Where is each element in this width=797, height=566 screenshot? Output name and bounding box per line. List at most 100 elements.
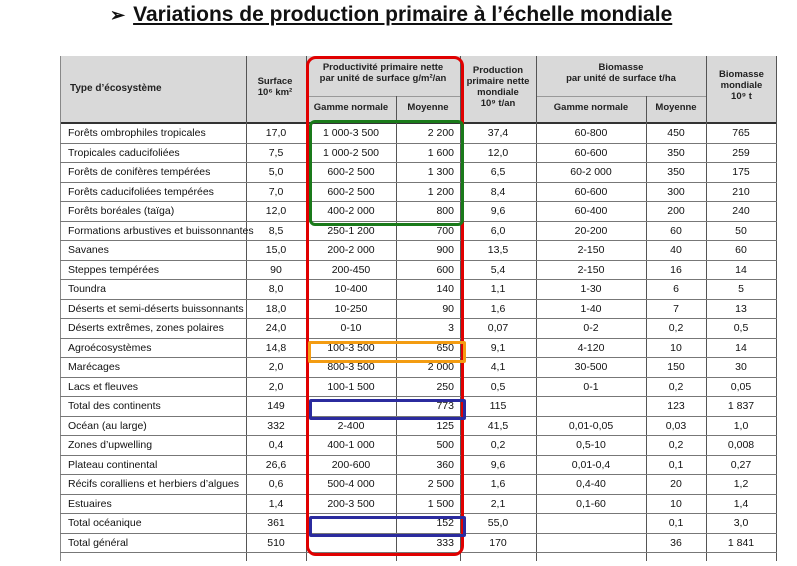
cell-prod-gamme: 200-3 500	[327, 497, 375, 510]
cell-production: 55,0	[487, 517, 509, 529]
row-divider	[60, 337, 777, 339]
cell-bio-gamme: 60-2 000	[570, 166, 612, 178]
table-row: Savanes 15,0 200-2 000 900 13,5 2-150 40 60	[60, 241, 777, 261]
cell-production: 5,4	[490, 263, 506, 276]
cell-prod-moyenne: 90	[442, 302, 454, 315]
cell-surface: 90	[270, 263, 282, 276]
cell-prod-gamme: 400-2 000	[327, 205, 375, 217]
cell-type: Total général	[68, 536, 129, 549]
header-moyenne: Moyenne	[407, 102, 449, 113]
cell-surface: 12,0	[265, 205, 287, 217]
cell-surface: 2,0	[268, 380, 284, 393]
row-divider	[60, 318, 777, 319]
cell-biomasse-mondiale: 0,27	[730, 458, 752, 471]
cell-biomasse-mondiale: 14	[735, 341, 747, 354]
cell-surface: 2,0	[268, 361, 284, 373]
cell-type: Forêts boréales (taïga)	[68, 205, 175, 217]
row-divider	[60, 396, 777, 397]
cell-biomasse-mondiale: 1,4	[733, 497, 749, 510]
row-divider	[60, 240, 777, 241]
cell-type: Zones d’upwelling	[68, 439, 153, 451]
table-row: Agroécosystèmes 14,8 100-3 500 650 9,1 4-120 1…	[60, 339, 777, 358]
cell-prod-gamme: 600-2 500	[327, 166, 375, 178]
table-row: Formations arbustives et buissonnantes 8,…	[60, 222, 777, 241]
row-divider	[60, 493, 777, 495]
row-divider	[60, 357, 777, 358]
header-subdivider-biomasse	[536, 96, 706, 97]
cell-surface: 0,4	[268, 439, 284, 451]
table-header-background	[60, 56, 777, 122]
table-row: Forêts caducifoliées tempérées 7,0 600-2 5…	[60, 183, 777, 202]
header-type: Type d’écosystème	[70, 83, 162, 94]
header-productivite-line2: par unité de surface g/m²/an	[319, 73, 447, 84]
cell-bio-gamme: 0,5-10	[576, 439, 606, 451]
header-production-line1: Production	[472, 65, 524, 76]
cell-bio-moyenne: 20	[670, 478, 682, 490]
row-divider	[60, 454, 777, 456]
cell-bio-gamme: 20-200	[574, 224, 608, 237]
cell-production: 6,0	[490, 224, 506, 237]
header-subdivider-productivite	[306, 96, 460, 97]
cell-production: 9,6	[490, 205, 506, 217]
header-productivite-line1: Productivité primaire nette	[322, 62, 444, 73]
header-bio-moyenne: Moyenne	[655, 102, 697, 113]
cell-production: 0,5	[490, 380, 506, 393]
cell-production: 1,6	[490, 478, 506, 490]
cell-surface: 361	[267, 517, 285, 529]
cell-biomasse-mondiale: 259	[732, 146, 750, 159]
cell-production: 4,1	[490, 361, 506, 373]
cell-prod-moyenne: 2 000	[427, 361, 454, 373]
cell-surface: 14,8	[265, 341, 287, 354]
header-gamme-normale: Gamme normale	[313, 102, 389, 113]
cell-type: Déserts extrêmes, zones polaires	[68, 322, 224, 334]
cell-biomasse-mondiale: 210	[732, 185, 750, 198]
header-biomasse-mondiale-line1: Biomasse	[719, 69, 764, 80]
cell-surface: 7,0	[268, 185, 284, 198]
row-divider	[60, 142, 777, 144]
row-divider	[60, 552, 777, 553]
cell-surface: 7,5	[268, 146, 284, 159]
cell-prod-gamme: 500-4 000	[327, 478, 375, 490]
cell-prod-moyenne: 360	[436, 458, 454, 471]
cell-production: 1,1	[490, 283, 506, 295]
table-row: Estuaires 1,4 200-3 500 1 500 2,1 0,1-60 10 1,4	[60, 495, 777, 514]
table-row: Zones d’upwelling 0,4 400-1 000 500 0,2 0,5-1…	[60, 436, 777, 456]
cell-surface: 8,5	[268, 224, 284, 237]
cell-bio-gamme	[536, 534, 646, 554]
cell-surface: 0,6	[268, 478, 284, 490]
cell-prod-moyenne: 1 500	[427, 497, 454, 510]
cell-biomasse-mondiale: 1 841	[727, 536, 755, 549]
header-bio-gamme: Gamme normale	[553, 102, 629, 113]
cell-biomasse-mondiale: 0,008	[727, 439, 755, 451]
cell-prod-moyenne: 2 200	[427, 127, 454, 139]
cell-bio-moyenne: 0,2	[668, 322, 684, 334]
cell-prod-gamme: 400-1 000	[327, 439, 375, 451]
table-row: Forêts ombrophiles tropicales 17,0 1 000-3…	[60, 124, 777, 144]
cell-prod-moyenne: 1 200	[427, 185, 454, 198]
cell-type: Forêts de conifères tempérées	[68, 166, 211, 178]
cell-prod-moyenne: 2 500	[427, 478, 454, 490]
cell-biomasse-mondiale: 1,0	[733, 419, 749, 432]
cell-prod-moyenne: 900	[436, 244, 454, 256]
cell-bio-gamme: 0,01-0,4	[571, 458, 611, 471]
cell-prod-gamme: 600-2 500	[327, 185, 375, 198]
cell-bio-gamme: 60-600	[574, 185, 608, 198]
cell-biomasse-mondiale: 13	[735, 302, 747, 315]
cell-bio-gamme: 4-120	[577, 341, 605, 354]
header-production-line4: 10⁹ t/an	[480, 98, 516, 109]
cell-bio-gamme: 2-150	[577, 244, 605, 256]
cell-biomasse-mondiale: 765	[732, 127, 750, 139]
cell-production: 8,4	[490, 185, 506, 198]
cell-production: 41,5	[487, 419, 509, 432]
header-biomasse-mondiale-line3: 10⁹ t	[731, 91, 752, 102]
cell-bio-moyenne: 450	[667, 127, 685, 139]
header-production: Production primaire nette mondiale 10⁹ t…	[460, 65, 536, 109]
cell-prod-moyenne: 125	[436, 419, 454, 432]
cell-type: Tropicales caducifoliées	[68, 146, 180, 159]
cell-prod-moyenne: 1 300	[427, 166, 454, 178]
cell-type: Agroécosystèmes	[68, 341, 152, 354]
row-divider	[60, 415, 777, 417]
cell-bio-moyenne: 300	[667, 185, 685, 198]
row-divider	[60, 201, 777, 202]
row-divider	[60, 532, 777, 534]
